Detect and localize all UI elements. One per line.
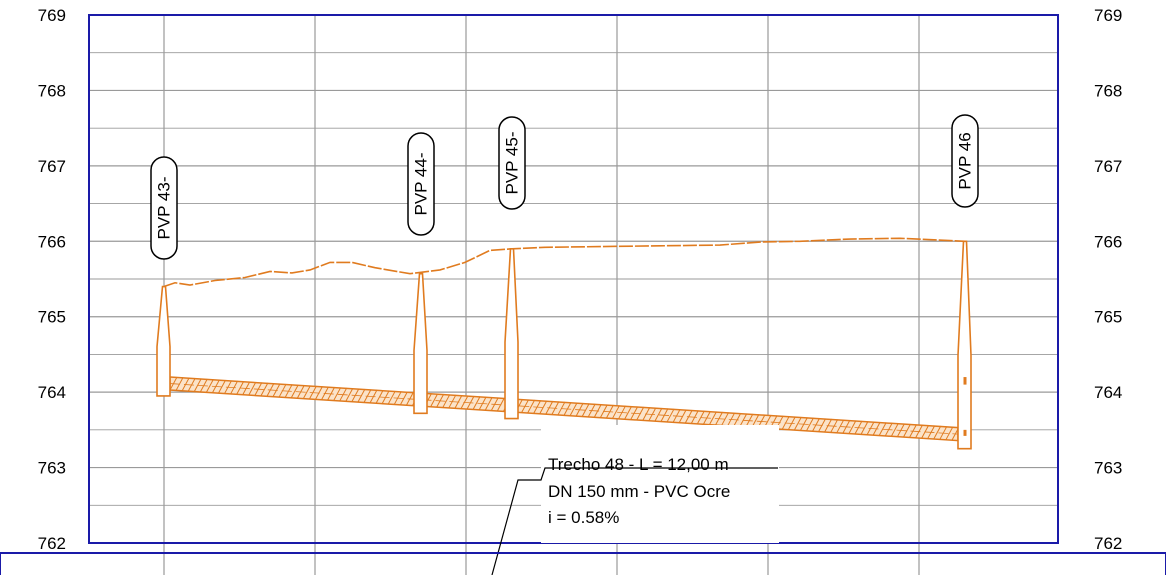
manhole-label-box xyxy=(150,156,178,260)
y-tick-label-right: 763 xyxy=(1094,459,1122,478)
manhole-layer: PVP 43- PVP 44- PVP 45- PVP 46 xyxy=(150,114,979,450)
annotation-line-2: DN 150 mm - PVC Ocre xyxy=(548,482,730,501)
manhole-label: PVP 43- xyxy=(155,176,174,239)
y-tick-label-left: 763 xyxy=(38,459,66,478)
pipe-hatch xyxy=(399,391,408,406)
manhole-shaft xyxy=(413,272,428,415)
pipe-hatch xyxy=(260,382,269,397)
pipe-hatch xyxy=(442,394,451,408)
y-tick-label-left: 769 xyxy=(38,6,66,25)
pipe-hatch xyxy=(903,423,911,438)
pipe-annotation: Trecho 48 - L = 12,00 m DN 150 mm - PVC … xyxy=(491,425,779,575)
manhole: PVP 43- xyxy=(150,156,178,397)
pipe-hatch xyxy=(333,387,342,401)
pipe-hatch xyxy=(612,405,620,419)
bottom-band xyxy=(0,552,1166,575)
pipe-hatch xyxy=(539,400,548,415)
manhole-shaft xyxy=(957,240,972,450)
y-tick-label-right: 768 xyxy=(1094,81,1122,100)
terrain-line xyxy=(163,237,966,288)
annotation-line-1: Trecho 48 - L = 12,00 m xyxy=(548,455,729,474)
pipe-hatch xyxy=(654,407,663,422)
y-axis-left: 769 768 767 766 765 764 763 762 xyxy=(38,6,66,553)
y-tick-label-left: 764 xyxy=(38,383,66,402)
manhole: PVP 46 xyxy=(951,114,979,450)
pipe-hatch xyxy=(666,408,675,423)
y-tick-label-left: 765 xyxy=(38,308,66,327)
pipe-hatch xyxy=(806,417,814,432)
annotation-line-3: i = 0.58% xyxy=(548,508,619,527)
pipe-hatch xyxy=(890,423,899,437)
y-axis-right: 769 768 767 766 765 764 763 762 xyxy=(1094,6,1122,553)
pipe-centerline xyxy=(169,383,959,435)
y-tick-label-left: 768 xyxy=(38,81,66,100)
pipe-hatch xyxy=(696,410,705,425)
pipe-hatch xyxy=(302,385,311,399)
y-tick-label-right: 762 xyxy=(1094,534,1122,553)
manhole-shaft xyxy=(504,248,519,420)
pipe-hatch xyxy=(218,379,226,394)
pipe-hatch xyxy=(430,393,439,408)
pipe-hatch xyxy=(387,390,396,405)
pipe-hatch xyxy=(484,397,493,411)
pipe-hatch xyxy=(290,384,299,399)
pipe-hatch xyxy=(472,396,481,410)
pipe-hatch xyxy=(205,379,214,393)
annotation-box xyxy=(541,425,779,543)
manhole-label: PVP 46 xyxy=(956,132,975,189)
pipe-hatch xyxy=(248,381,257,396)
pipe-hatch xyxy=(709,411,717,425)
y-tick-label-left: 767 xyxy=(38,157,66,176)
pipe-hatch xyxy=(193,378,202,392)
manhole-shaft xyxy=(156,285,171,397)
pipe-hatch xyxy=(581,403,590,417)
pipe-hatch xyxy=(945,426,954,441)
bottom-band-frame xyxy=(0,552,1166,575)
y-tick-label-right: 764 xyxy=(1094,383,1122,402)
manhole-label: PVP 45- xyxy=(503,131,522,194)
y-tick-label-right: 769 xyxy=(1094,6,1122,25)
pipe-hatch xyxy=(836,419,845,434)
manhole-label: PVP 44- xyxy=(412,152,431,215)
y-tick-label-right: 767 xyxy=(1094,157,1122,176)
pipe-hatch xyxy=(527,399,536,414)
y-tick-label-left: 766 xyxy=(38,232,66,251)
pipe-hatch xyxy=(345,388,354,402)
pipe-hatch xyxy=(933,425,942,440)
y-tick-label-right: 765 xyxy=(1094,308,1122,327)
pipe-hatch xyxy=(569,402,578,416)
manhole: PVP 44- xyxy=(407,132,435,415)
pipe-hatch xyxy=(624,405,633,420)
manhole-label-box xyxy=(951,114,979,208)
y-tick-label-left: 762 xyxy=(38,534,66,553)
pipe-hatch xyxy=(721,412,730,426)
manhole-label-box xyxy=(407,132,435,236)
annotation-leader-line xyxy=(491,467,778,575)
pipe-hatch xyxy=(793,416,802,431)
manhole: PVP 45- xyxy=(498,116,526,420)
terrain-layer xyxy=(163,237,966,288)
vertical-grid xyxy=(163,15,920,575)
pipe-hatch xyxy=(848,420,857,434)
y-tick-label-right: 766 xyxy=(1094,232,1122,251)
manhole-label-box xyxy=(498,116,526,210)
horizontal-grid xyxy=(89,52,1058,506)
